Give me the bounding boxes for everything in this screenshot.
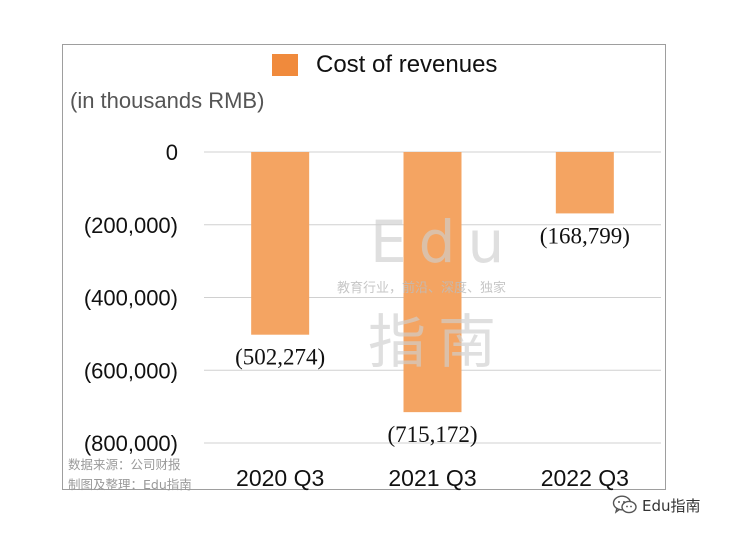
y-tick-label: (600,000) xyxy=(84,358,178,383)
bar-data-label: (502,274) xyxy=(235,345,325,370)
watermark-zhinan: 指南 xyxy=(368,308,508,376)
y-tick-label: (200,000) xyxy=(84,213,178,238)
badge-label: Edu指南 xyxy=(642,496,701,515)
labels: 0 (200,000) (400,000) (600,000) (800,000) 202… xyxy=(84,140,630,491)
y-tick-label: (800,000) xyxy=(84,431,178,456)
watermark: Edu 教育行业，前沿、深度、独家 指南 xyxy=(337,208,516,376)
x-category-label: 2021 Q3 xyxy=(388,465,476,491)
source-note-line1: 数据来源：公司财报 xyxy=(68,457,181,472)
bar xyxy=(251,152,310,335)
x-category-label: 2022 Q3 xyxy=(541,465,629,491)
wechat-badge: Edu指南 xyxy=(612,492,701,518)
bar xyxy=(403,152,462,413)
y-tick-label: 0 xyxy=(166,140,178,165)
bar xyxy=(555,152,614,214)
wechat-icon xyxy=(612,495,637,514)
legend: Cost of revenues xyxy=(272,50,497,80)
legend-swatch xyxy=(272,54,298,76)
unit-label: (in thousands RMB) xyxy=(70,88,265,113)
chart-frame xyxy=(62,44,666,490)
watermark-tagline: 教育行业，前沿、深度、独家 xyxy=(337,280,506,296)
source-note-line2: 制图及整理：Edu指南 xyxy=(68,477,192,492)
y-tick-label: (400,000) xyxy=(84,286,178,311)
bar-data-label: (168,799) xyxy=(540,223,630,248)
x-category-label: 2020 Q3 xyxy=(236,465,324,491)
bar-data-label: (715,172) xyxy=(387,422,477,447)
legend-label: Cost of revenues xyxy=(316,51,498,78)
watermark-edu: Edu xyxy=(370,208,516,276)
bars xyxy=(251,152,614,413)
